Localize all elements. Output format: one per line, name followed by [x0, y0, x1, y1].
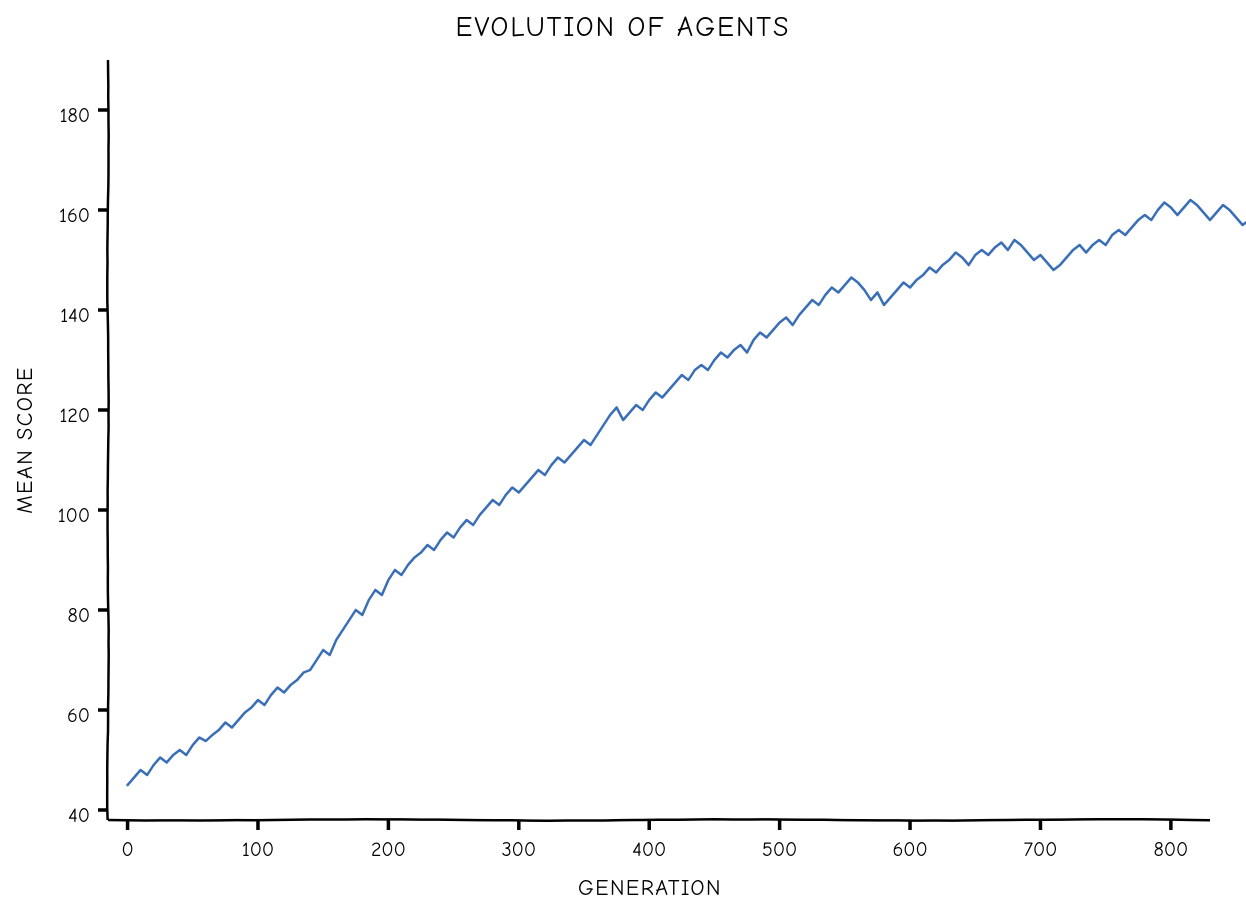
y-tick-label: 160	[59, 204, 90, 227]
y-tick-label: 120	[59, 404, 90, 427]
line-chart: EVOLUTION OF AGENTS 40 60 80 100 120 140 160 18…	[0, 0, 1246, 922]
x-tick-label: 0	[121, 838, 133, 861]
x-axis-line	[108, 819, 1210, 821]
y-tick-label: 60	[67, 704, 90, 727]
x-tick-label: 800	[1154, 838, 1189, 861]
y-axis-label: MEAN SCORE	[12, 366, 38, 514]
y-tick-label: 140	[60, 304, 90, 327]
y-tick-label: 180	[60, 104, 90, 127]
x-tick-label: 200	[371, 838, 406, 861]
x-axis-label: GENERATION	[578, 875, 722, 901]
chart-container: EVOLUTION OF AGENTS 40 60 80 100 120 140 160 18…	[0, 0, 1246, 922]
data-series-line	[128, 90, 1246, 785]
y-tick-label: 80	[68, 604, 90, 627]
y-tick-label: 100	[58, 504, 90, 527]
x-tick-label: 700	[1024, 838, 1058, 861]
x-tick-label: 500	[762, 838, 797, 861]
y-axis-line	[107, 60, 109, 820]
y-tick-label: 40	[68, 804, 90, 827]
x-tick-label: 400	[632, 838, 666, 861]
y-axis: 40 60 80 100 120 140 160 180	[58, 104, 108, 827]
x-tick-label: 300	[502, 838, 536, 861]
x-tick-label: 100	[242, 838, 274, 861]
x-tick-label: 600	[892, 838, 927, 861]
chart-title: EVOLUTION OF AGENTS	[456, 11, 791, 43]
x-axis: 0 100 200 300 400 500 600 700 800	[121, 820, 1188, 861]
